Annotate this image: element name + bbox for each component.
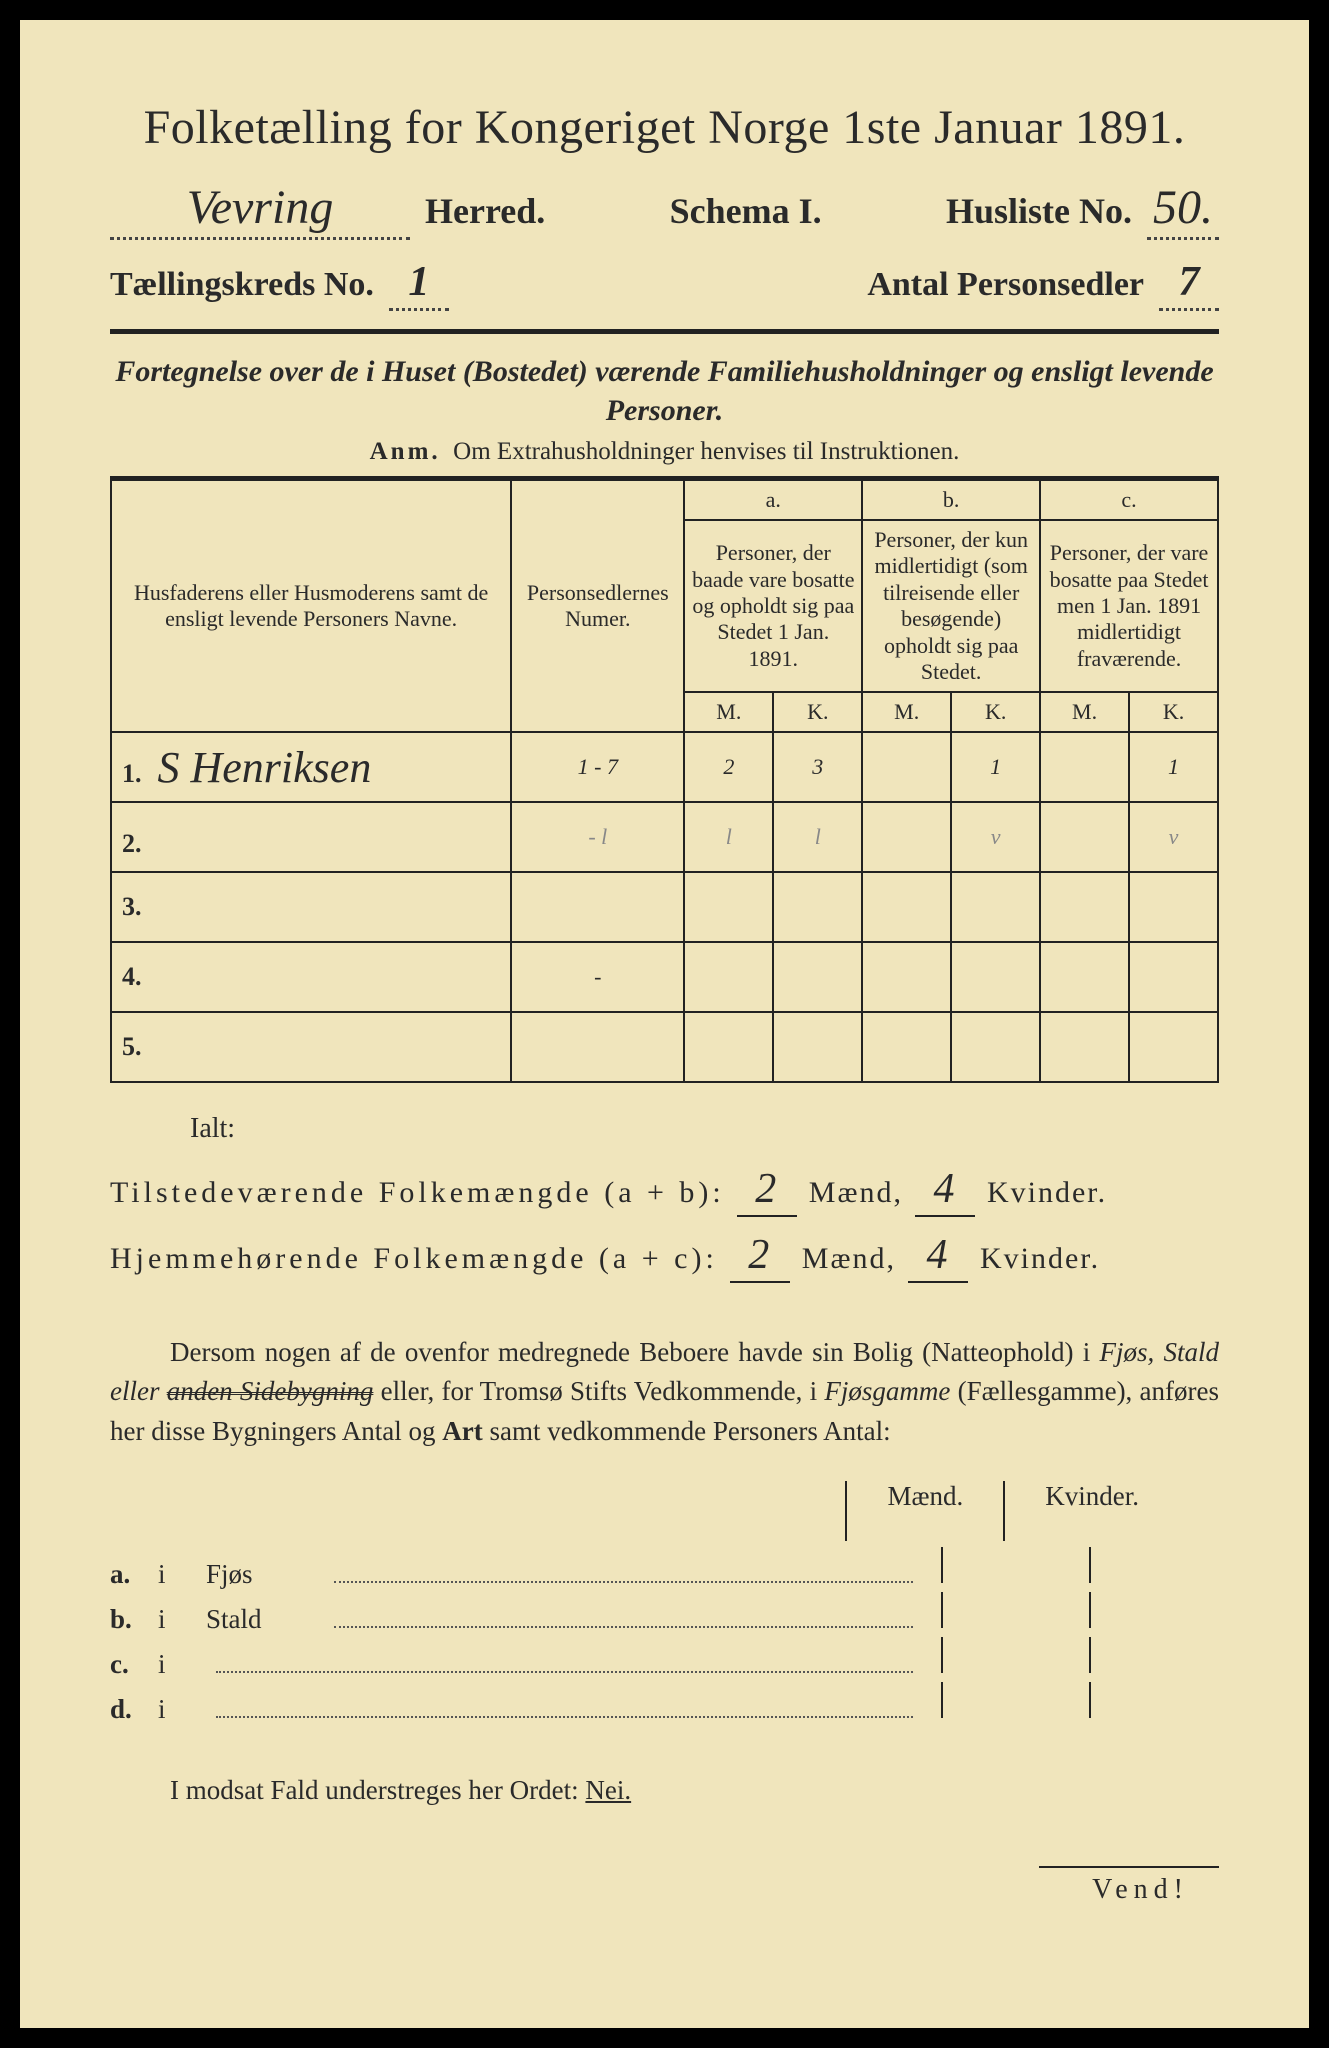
table-row: 2. - l l l v v (111, 802, 1218, 872)
col-c-m: M. (1040, 692, 1129, 732)
col-a-k: K. (773, 692, 862, 732)
household-table: Husfaderens eller Husmoderens samt de en… (110, 476, 1219, 1083)
col-a-m: M. (684, 692, 773, 732)
col-header-b-top: b. (862, 479, 1040, 521)
col-header-b: Personer, der kun midlertidigt (som tilr… (862, 520, 1040, 692)
ialt-label: Ialt: (190, 1113, 1219, 1145)
subtitle: Fortegnelse over de i Huset (Bostedet) v… (110, 352, 1219, 430)
building-col-maend: Mænd. (845, 1481, 963, 1541)
col-c-k: K. (1129, 692, 1218, 732)
present-m: 2 (737, 1165, 797, 1217)
col-header-a: Personer, der baade vare bosatte og opho… (684, 520, 862, 692)
husliste-value: 50. (1147, 180, 1219, 240)
col-header-a-top: a. (684, 479, 862, 521)
header-line-2: Vevring Herred. Schema I. Husliste No. 5… (110, 180, 1219, 240)
husliste-label: Husliste No. (946, 190, 1132, 232)
anm-note: Anm. Om Extrahusholdninger henvises til … (110, 438, 1219, 466)
building-col-kvinder: Kvinder. (1003, 1481, 1139, 1541)
table-row: 4. - (111, 942, 1218, 1012)
table-row: 5. (111, 1012, 1218, 1082)
home-m: 2 (730, 1231, 790, 1283)
table-row: 1. S Henriksen 1 - 7 2 3 1 1 (111, 732, 1218, 802)
nei-word: Nei. (585, 1775, 631, 1805)
building-row: d. i (110, 1682, 1219, 1725)
building-row: c. i (110, 1637, 1219, 1680)
table-row: 3. (111, 872, 1218, 942)
building-row: b. i Stald (110, 1592, 1219, 1635)
building-list: Mænd. Kvinder. a. i Fjøs b. i Stald c. i… (110, 1481, 1219, 1725)
col-header-c: Personer, der vare bosatte paa Stedet me… (1040, 520, 1218, 692)
antal-value: 7 (1159, 258, 1219, 311)
divider (110, 329, 1219, 334)
vend-label: Vend! (1039, 1866, 1219, 1906)
building-row: a. i Fjøs (110, 1547, 1219, 1590)
present-k: 4 (915, 1165, 975, 1217)
taellingskreds-label: Tællingskreds No. (110, 266, 374, 304)
col-header-number: Personsedlernes Numer. (511, 479, 684, 733)
col-b-k: K. (951, 692, 1040, 732)
schema-label: Schema I. (670, 190, 822, 232)
totals-present: Tilstedeværende Folkemængde (a + b): 2 M… (110, 1165, 1219, 1217)
antal-label: Antal Personsedler (867, 266, 1144, 304)
col-header-name: Husfaderens eller Husmoderens samt de en… (111, 479, 511, 733)
home-k: 4 (908, 1231, 968, 1283)
totals-home: Hjemmehørende Folkemængde (a + c): 2 Mæn… (110, 1231, 1219, 1283)
herred-label: Herred. (425, 190, 545, 232)
header-line-3: Tællingskreds No. 1 Antal Personsedler 7 (110, 258, 1219, 311)
col-header-c-top: c. (1040, 479, 1218, 521)
herred-value: Vevring (110, 180, 410, 240)
page-title: Folketælling for Kongeriget Norge 1ste J… (110, 100, 1219, 155)
taellingskreds-value: 1 (389, 258, 449, 311)
census-form-page: Folketælling for Kongeriget Norge 1ste J… (20, 20, 1309, 2028)
col-b-m: M. (862, 692, 951, 732)
building-paragraph: Dersom nogen af de ovenfor medregnede Be… (110, 1333, 1219, 1450)
modsat-line: I modsat Fald understreges her Ordet: Ne… (110, 1775, 1219, 1806)
